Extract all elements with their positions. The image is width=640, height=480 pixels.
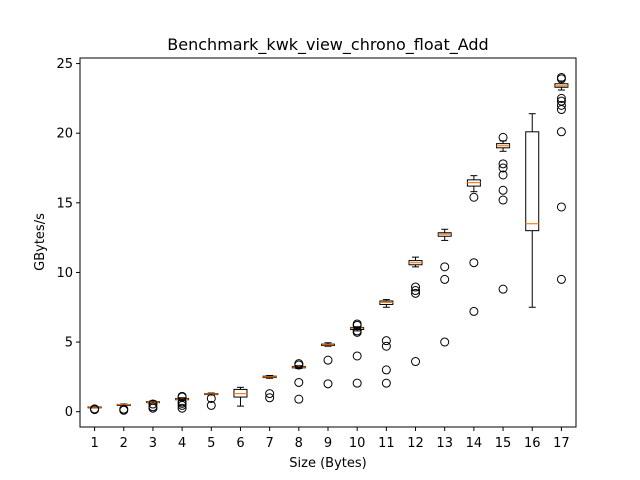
- outlier-point: [206, 400, 216, 410]
- outlier-point: [294, 394, 304, 404]
- outlier-point: [556, 93, 566, 103]
- x-tick-label: 6: [236, 436, 244, 451]
- x-tick-label: 14: [466, 436, 483, 451]
- outlier-point: [556, 274, 566, 284]
- outlier-point: [498, 195, 508, 205]
- x-tick-label: 3: [149, 436, 157, 451]
- outlier-point: [90, 404, 100, 414]
- outlier-point: [498, 284, 508, 294]
- outlier-point: [469, 192, 479, 202]
- outlier-point: [556, 202, 566, 212]
- outlier-point: [498, 163, 508, 173]
- outlier-point: [352, 319, 362, 329]
- outlier-point: [498, 132, 508, 142]
- iqr-box: [525, 131, 540, 232]
- outlier-point: [323, 379, 333, 389]
- y-tick-label: 20: [56, 127, 73, 142]
- outlier-point: [148, 399, 158, 409]
- outlier-point: [556, 72, 566, 82]
- outlier-point: [469, 258, 479, 268]
- box-group: [262, 374, 277, 403]
- x-tick-label: 16: [524, 436, 541, 451]
- plot-frame: [79, 57, 577, 428]
- x-tick-label: 2: [120, 436, 128, 451]
- outlier-point: [411, 288, 421, 298]
- outlier-point: [498, 170, 508, 180]
- y-tick-label: 0: [65, 405, 73, 420]
- box-group: [466, 175, 481, 316]
- x-axis-label: Size (Bytes): [289, 456, 366, 471]
- box-group: [233, 386, 248, 407]
- outlier-point: [469, 306, 479, 316]
- outlier-point: [148, 402, 158, 412]
- x-tick-label: 12: [407, 436, 424, 451]
- outlier-point: [352, 378, 362, 388]
- box-group: [87, 404, 102, 415]
- x-tick-label: 1: [90, 436, 98, 451]
- box-group: [116, 403, 131, 415]
- outlier-point: [440, 262, 450, 272]
- outlier-point: [265, 389, 275, 399]
- outlier-point: [498, 159, 508, 169]
- outlier-point: [381, 336, 391, 346]
- x-tick-label: 7: [266, 436, 274, 451]
- outlier-point: [411, 282, 421, 292]
- x-tick-label: 17: [553, 436, 570, 451]
- y-tick-label: 10: [56, 266, 73, 281]
- x-tick-label: 11: [378, 436, 395, 451]
- x-tick-label: 8: [295, 436, 303, 451]
- outlier-point: [411, 357, 421, 367]
- outlier-point: [294, 359, 304, 369]
- box-group: [379, 299, 394, 388]
- outlier-point: [440, 337, 450, 347]
- outlier-point: [265, 393, 275, 403]
- box-group: [204, 392, 219, 410]
- outlier-point: [177, 397, 187, 407]
- box-group: [291, 359, 306, 404]
- outlier-point: [556, 127, 566, 137]
- y-tick-label: 15: [56, 196, 73, 211]
- outlier-point: [556, 100, 566, 110]
- outlier-point: [440, 274, 450, 284]
- x-tick-label: 4: [178, 436, 186, 451]
- box-group: [175, 391, 190, 413]
- box-group: [408, 256, 423, 367]
- outlier-point: [119, 404, 129, 414]
- box-group: [525, 113, 540, 308]
- outlier-point: [352, 326, 362, 336]
- outlier-point: [177, 391, 187, 401]
- y-tick-label: 25: [56, 57, 73, 72]
- outlier-point: [206, 393, 216, 403]
- x-tick-label: 9: [324, 436, 332, 451]
- outlier-point: [381, 365, 391, 375]
- outlier-point: [323, 355, 333, 365]
- chart-title: Benchmark_kwk_view_chrono_float_Add: [167, 35, 488, 55]
- y-axis-label: GBytes/s: [33, 213, 48, 271]
- outlier-point: [294, 377, 304, 387]
- box-group: [554, 72, 569, 284]
- box-group: [321, 342, 335, 389]
- box-group: [350, 319, 365, 388]
- y-tick-label: 5: [65, 336, 73, 351]
- x-tick-label: 5: [207, 436, 215, 451]
- outlier-point: [556, 96, 566, 106]
- outlier-point: [352, 351, 362, 361]
- box-group: [437, 228, 452, 347]
- outlier-point: [411, 286, 421, 296]
- box-group: [145, 399, 160, 413]
- outlier-point: [498, 185, 508, 195]
- x-tick-label: 15: [495, 436, 512, 451]
- x-tick-label: 10: [349, 436, 366, 451]
- outlier-point: [381, 341, 391, 351]
- outlier-point: [177, 403, 187, 413]
- outlier-point: [381, 378, 391, 388]
- box-group: [496, 132, 511, 294]
- x-tick-label: 13: [436, 436, 453, 451]
